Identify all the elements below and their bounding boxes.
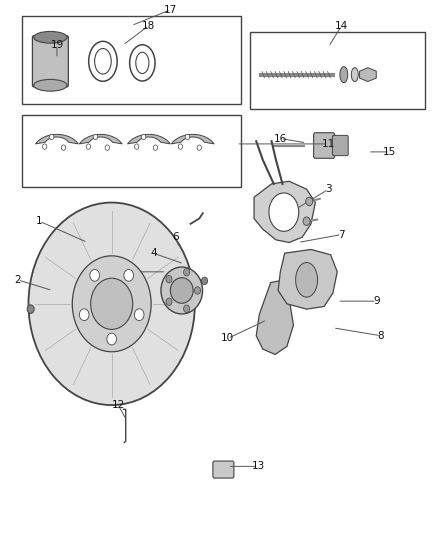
- FancyBboxPatch shape: [314, 133, 335, 158]
- Text: 1: 1: [36, 216, 43, 226]
- Text: 12: 12: [112, 400, 125, 410]
- Ellipse shape: [130, 45, 155, 81]
- Circle shape: [166, 276, 172, 283]
- Ellipse shape: [136, 52, 149, 74]
- Circle shape: [107, 333, 117, 345]
- Circle shape: [153, 145, 158, 150]
- Circle shape: [79, 309, 89, 320]
- Text: 17: 17: [164, 5, 177, 14]
- Ellipse shape: [340, 67, 348, 83]
- Polygon shape: [254, 181, 315, 243]
- Circle shape: [124, 270, 134, 281]
- Circle shape: [134, 144, 139, 149]
- Circle shape: [27, 305, 34, 313]
- FancyBboxPatch shape: [332, 135, 348, 156]
- Bar: [250, 32, 425, 109]
- Text: 10: 10: [221, 334, 234, 343]
- Text: 3: 3: [325, 184, 332, 194]
- Ellipse shape: [170, 278, 193, 303]
- Circle shape: [93, 134, 98, 140]
- Circle shape: [166, 298, 172, 305]
- Circle shape: [72, 256, 151, 352]
- Circle shape: [49, 134, 54, 140]
- Circle shape: [184, 305, 190, 312]
- Circle shape: [306, 197, 313, 206]
- Circle shape: [61, 145, 66, 150]
- FancyBboxPatch shape: [32, 36, 68, 87]
- Text: 6: 6: [172, 232, 179, 242]
- Circle shape: [42, 144, 47, 149]
- Bar: [22, 16, 241, 104]
- Ellipse shape: [88, 42, 117, 82]
- Text: 15: 15: [383, 147, 396, 157]
- Polygon shape: [360, 68, 376, 82]
- Circle shape: [134, 309, 144, 320]
- Circle shape: [197, 145, 201, 150]
- Circle shape: [86, 144, 91, 149]
- Text: 2: 2: [14, 275, 21, 285]
- Polygon shape: [35, 134, 78, 144]
- Text: 19: 19: [50, 41, 64, 50]
- Polygon shape: [278, 249, 337, 309]
- Ellipse shape: [296, 263, 318, 297]
- Circle shape: [194, 287, 201, 294]
- FancyBboxPatch shape: [213, 461, 234, 478]
- Text: 18: 18: [142, 21, 155, 30]
- Ellipse shape: [351, 68, 358, 82]
- Ellipse shape: [269, 193, 299, 231]
- Circle shape: [178, 144, 183, 149]
- Polygon shape: [256, 280, 293, 354]
- Polygon shape: [171, 134, 214, 144]
- Text: 14: 14: [335, 21, 348, 30]
- Text: 8: 8: [378, 331, 385, 341]
- Text: 16: 16: [274, 134, 287, 143]
- Circle shape: [184, 269, 190, 276]
- Circle shape: [303, 217, 310, 225]
- Circle shape: [141, 134, 146, 140]
- Ellipse shape: [95, 49, 111, 74]
- Text: 11: 11: [322, 139, 335, 149]
- Circle shape: [105, 145, 110, 150]
- Bar: [22, 115, 241, 187]
- Text: 7: 7: [338, 230, 345, 239]
- Text: 9: 9: [373, 296, 380, 306]
- Polygon shape: [79, 134, 122, 144]
- Polygon shape: [127, 134, 170, 144]
- Circle shape: [185, 134, 190, 140]
- Ellipse shape: [34, 31, 67, 43]
- Circle shape: [91, 278, 133, 329]
- Circle shape: [28, 203, 195, 405]
- Ellipse shape: [161, 267, 202, 314]
- Circle shape: [90, 270, 99, 281]
- Circle shape: [201, 277, 208, 285]
- Ellipse shape: [34, 79, 67, 91]
- Text: 5: 5: [132, 267, 139, 277]
- Text: 13: 13: [252, 462, 265, 471]
- Text: 4: 4: [150, 248, 157, 258]
